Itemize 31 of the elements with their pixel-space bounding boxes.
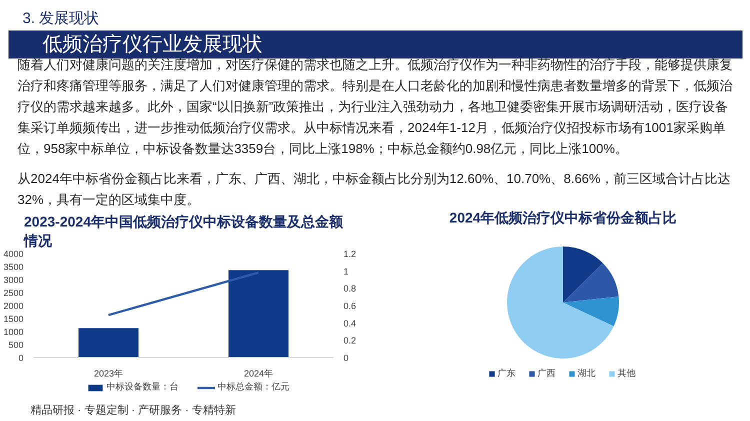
legend-label: 其他 — [618, 367, 636, 380]
y-tick-label: 2000 — [3, 301, 24, 311]
y-tick-label: 1000 — [3, 327, 24, 337]
y-tick-label: 3500 — [3, 262, 24, 272]
legend-label: 中标设备数量：台 — [106, 380, 178, 394]
legend-label: 中标总金额：亿元 — [218, 380, 290, 394]
legend-label: 广东 — [498, 367, 516, 380]
legend-label: 湖北 — [578, 367, 596, 380]
text: 3. 发展现状 — [22, 10, 100, 27]
x-tick-label: 2024年 — [244, 368, 274, 378]
text: 低频治疗仪行业发展现状 — [42, 34, 262, 56]
legend-label: 广西 — [538, 367, 556, 380]
y-tick-label: 3000 — [3, 275, 24, 285]
x-tick-label: 2023年 — [94, 368, 124, 378]
text: 随着人们对健康问题的关注度增加，对医疗保健的需求也随之上升。低频治疗仪作为一种非药物性的治疗手段，能够提供康复治疗和疼痛管理等服务，满足了人们对健康管理的需求。特别是在人口老龄化的加剧和慢性病患者数量增多的背景下，低频治疗仪的需求越来越多。此外，国家“以旧换新”政策推出，为行业注入强劲动力，各地卫健委密集开展市场调研活动，医疗设备集采订单频频传出，进一步推动低频治疗仪需求。从中标情况来看，2024年1-12月，低频治疗仪招投标市场有1001家采购单位，958家中标单位，中标设备数量达3359台，同比上涨198%；中标总金额约0.98亿元，同比上涨100%。 — [18, 57, 732, 156]
y2-tick-label: 0.6 — [344, 301, 356, 311]
chart-title: 2024年低频治疗仪中标省份金额占比 — [449, 210, 677, 226]
y2-tick-label: 1 — [344, 266, 349, 276]
y-tick-label: 4000 — [3, 249, 24, 259]
y-tick-label: 2500 — [3, 288, 24, 298]
y2-tick-label: 0.4 — [344, 318, 356, 328]
y2-tick-label: 0 — [344, 353, 349, 363]
text: 精品研报 · 专题定制 · 产研服务 · 专精特新 — [30, 404, 236, 416]
y2-tick-label: 1.2 — [344, 249, 356, 259]
chart-title: 2023-2024年中国低频治疗仪中标设备数量及总金额情况 — [23, 213, 344, 248]
y2-tick-label: 0.8 — [344, 284, 356, 294]
text: 从2024年中标省份金额占比来看，广东、广西、湖北，中标金额占比分别为12.60%、10.70%、8.66%，前三区域合计占比达32%，具有一定的区域集中度。 — [18, 171, 730, 207]
y-tick-label: 0 — [18, 353, 24, 363]
y-tick-label: 1500 — [3, 314, 24, 324]
y2-tick-label: 0.2 — [344, 336, 356, 346]
y-tick-label: 500 — [8, 340, 24, 350]
